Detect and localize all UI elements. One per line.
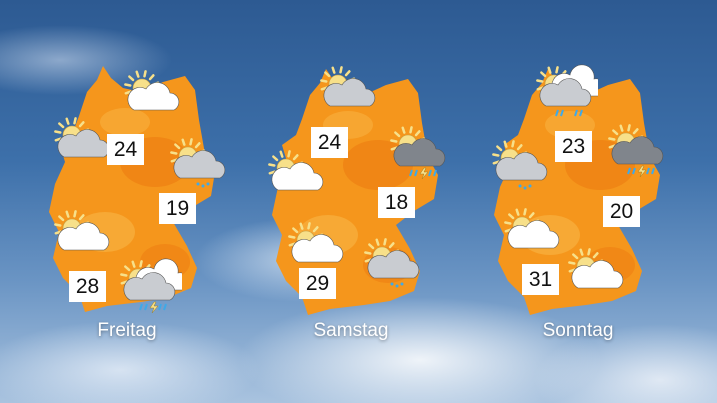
sun-icon <box>492 140 548 190</box>
weather-icon <box>606 122 670 178</box>
sun-icon <box>288 222 344 263</box>
weather-icon <box>122 68 186 124</box>
weather-icon <box>318 64 382 120</box>
sun-icon <box>390 126 446 180</box>
sun-icon <box>268 150 324 191</box>
weather-icon <box>362 236 426 292</box>
temperature-label: 19 <box>159 193 196 224</box>
temperature-label: 28 <box>69 271 106 302</box>
temperature-label: 29 <box>299 268 336 299</box>
sun-icon <box>608 124 664 178</box>
temperature-label: 24 <box>311 127 348 158</box>
weather-icon <box>490 138 554 194</box>
temperature-label: 24 <box>107 134 144 165</box>
sun-icon <box>54 210 110 251</box>
temperature-label: 20 <box>603 196 640 227</box>
sun-icon <box>170 138 226 188</box>
weather-icon <box>502 206 566 262</box>
day-label: Samstag <box>313 320 389 341</box>
temperature-label: 23 <box>555 131 592 162</box>
sun-icon <box>320 66 376 107</box>
temperature-label: 31 <box>522 264 559 295</box>
weather-icon <box>118 258 190 314</box>
sun-icon <box>124 70 180 111</box>
weather-icon <box>286 220 350 276</box>
weather-icon <box>534 64 606 120</box>
weather-icon <box>566 246 630 302</box>
weather-icon <box>388 124 452 180</box>
sun-icon <box>54 117 110 158</box>
sun-icon <box>120 258 190 314</box>
sun-icon <box>504 208 560 249</box>
sun-icon <box>364 238 420 288</box>
weather-icon <box>266 148 330 204</box>
temperature-label: 18 <box>378 187 415 218</box>
sun-icon <box>568 248 624 289</box>
weather-icon <box>168 136 232 192</box>
weather-icon <box>52 115 116 171</box>
day-label: Sonntag <box>542 320 614 341</box>
sun-icon <box>536 64 606 117</box>
day-label: Freitag <box>97 320 157 341</box>
weather-icon <box>52 208 116 264</box>
